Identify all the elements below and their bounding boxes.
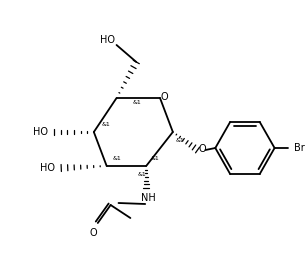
Text: HO: HO xyxy=(100,35,115,45)
Text: &1: &1 xyxy=(151,155,160,161)
Text: HO: HO xyxy=(33,127,49,137)
Text: &1: &1 xyxy=(138,171,147,177)
Text: &1: &1 xyxy=(132,99,141,105)
Text: &1: &1 xyxy=(102,123,111,127)
Text: O: O xyxy=(89,228,97,238)
Text: &1: &1 xyxy=(176,137,185,142)
Text: NH: NH xyxy=(141,193,156,203)
Text: Br: Br xyxy=(294,143,305,153)
Text: O: O xyxy=(160,92,168,102)
Text: HO: HO xyxy=(40,163,55,173)
Text: &1: &1 xyxy=(113,155,121,161)
Text: O: O xyxy=(199,144,206,154)
